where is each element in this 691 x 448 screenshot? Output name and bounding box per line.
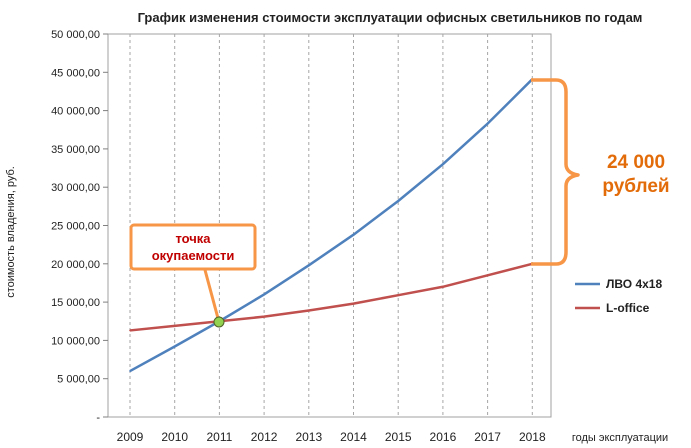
x-axis-label: годы эксплуатации — [572, 432, 668, 444]
payback-label-line-2: окупаемости — [152, 248, 235, 263]
x-tick-label: 2009 — [117, 430, 144, 444]
y-axis-ticks: - 5 000,00 10 000,00 15 000,00 20 000,00 25 0… — [51, 29, 108, 424]
data-point — [352, 302, 355, 305]
data-point — [486, 122, 489, 125]
data-point — [352, 233, 355, 236]
legend-label-lvo: ЛВО 4х18 — [606, 277, 662, 291]
payback-callout-box — [129, 223, 257, 271]
data-point — [129, 329, 131, 332]
x-tick-label: 2013 — [295, 430, 322, 444]
legend-label-loffice: L-office — [606, 301, 650, 315]
data-point — [397, 294, 400, 297]
x-tick-label: 2011 — [206, 430, 232, 444]
x-tick-label: 2010 — [161, 430, 188, 444]
y-axis-label: стоимость владения, руб. — [5, 166, 17, 298]
grid — [129, 34, 533, 417]
difference-label-line-2: рублей — [602, 176, 669, 197]
difference-brace — [531, 78, 580, 266]
y-tick-label: 35 000,00 — [51, 144, 100, 156]
data-point — [308, 264, 310, 267]
data-point — [173, 345, 176, 348]
x-tick-label: 2016 — [430, 430, 457, 444]
y-tick-label: 5 000,00 — [57, 374, 100, 386]
y-tick-label: 10 000,00 — [51, 335, 100, 347]
payback-marker — [213, 316, 225, 328]
y-tick-label: 20 000,00 — [51, 259, 100, 271]
y-tick-label: 50 000,00 — [51, 29, 100, 41]
data-point — [129, 370, 131, 372]
x-tick-label: 2018 — [519, 430, 546, 444]
payback-label-line-1: точка — [175, 231, 211, 246]
x-tick-label: 2015 — [385, 430, 412, 444]
data-point — [173, 325, 176, 327]
series-line-lvo — [129, 78, 534, 373]
data-point — [308, 309, 310, 312]
difference-label-line-1: 24 000 — [607, 152, 665, 173]
x-tick-label: 2014 — [340, 430, 367, 444]
x-axis-ticks: 2009 2010 2011 2012 2013 2014 2015 2016 2017 2018 — [117, 430, 546, 444]
series-line-loffice — [129, 262, 533, 332]
x-tick-label: 2017 — [474, 430, 501, 444]
legend: ЛВО 4х18 L-office — [575, 277, 662, 315]
payback-pointer — [203, 269, 221, 323]
y-tick-label: - — [96, 412, 100, 424]
y-tick-label: 45 000,00 — [51, 67, 100, 79]
x-tick-label: 2012 — [251, 430, 278, 444]
data-point — [442, 285, 444, 288]
data-point — [263, 293, 265, 296]
y-tick-label: 15 000,00 — [51, 297, 100, 309]
data-point — [263, 315, 265, 318]
data-point — [397, 200, 400, 202]
y-tick-label: 25 000,00 — [51, 221, 100, 233]
y-tick-label: 30 000,00 — [51, 182, 100, 194]
chart-title: График изменения стоимости эксплуатации … — [138, 10, 643, 25]
series-layer — [129, 78, 534, 373]
data-point — [442, 163, 444, 166]
data-point — [486, 274, 489, 277]
y-tick-label: 40 000,00 — [51, 106, 100, 118]
